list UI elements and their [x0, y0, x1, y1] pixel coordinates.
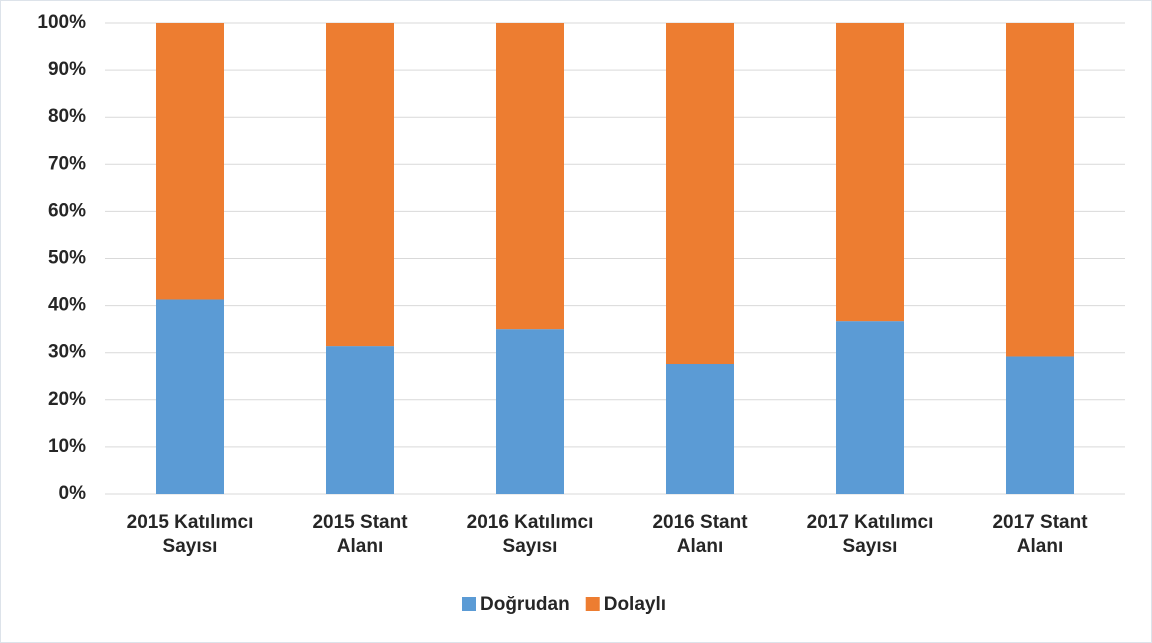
bar-segment	[1006, 356, 1074, 494]
bar-segment	[666, 23, 734, 365]
y-tick-label: 50%	[48, 248, 86, 269]
legend-swatch	[462, 597, 476, 611]
bar-segment	[1006, 23, 1074, 357]
bar-segment	[836, 321, 904, 494]
bar-segment	[156, 299, 224, 494]
y-tick-label: 0%	[59, 483, 87, 504]
y-tick-label: 10%	[48, 436, 86, 457]
x-tick-label: 2015 Stant Alanı	[312, 512, 408, 557]
bar-segment	[496, 329, 564, 494]
y-tick-label: 30%	[48, 342, 86, 363]
bar-segment	[156, 23, 224, 300]
y-tick-label: 90%	[48, 59, 86, 80]
y-tick-label: 20%	[48, 389, 86, 410]
bar-segment	[326, 23, 394, 347]
bar-segment	[496, 23, 564, 330]
legend-label: Dolaylı	[604, 594, 666, 615]
bar-segment	[836, 23, 904, 322]
x-tick-label: 2016 Stant Alanı	[652, 512, 748, 557]
y-tick-label: 100%	[37, 12, 86, 33]
legend-label: Doğrudan	[480, 594, 570, 615]
y-tick-label: 60%	[48, 200, 86, 221]
y-tick-label: 80%	[48, 106, 86, 127]
legend-swatch	[585, 597, 600, 611]
x-tick-label: 2017 Katılımcı Sayısı	[806, 512, 934, 557]
y-tick-label: 70%	[48, 153, 86, 174]
x-tick-label: 2017 Stant Alanı	[992, 512, 1088, 557]
x-tick-label: 2016 Katılımcı Sayısı	[466, 512, 594, 557]
bar-segment	[326, 346, 394, 494]
y-tick-label: 40%	[48, 295, 86, 316]
x-tick-label: 2015 Katılımcı Sayısı	[126, 512, 254, 557]
bar-segment	[666, 364, 734, 494]
